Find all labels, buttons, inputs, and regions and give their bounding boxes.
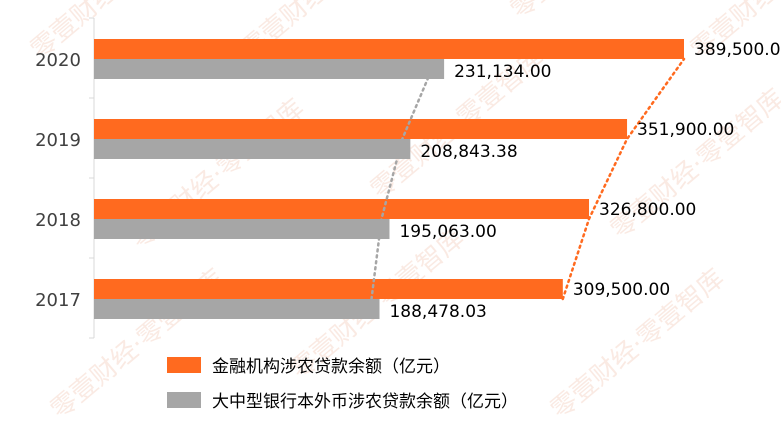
data-label-gray-2018: 195,063.00 — [399, 222, 496, 242]
trend-line-orange — [561, 57, 686, 301]
category-label: 2017 — [35, 290, 81, 311]
category-label: 2019 — [35, 130, 81, 151]
data-label-orange-2017: 309,500.00 — [573, 280, 670, 300]
category-label: 2020 — [35, 50, 81, 71]
bar-gray-2020 — [94, 59, 445, 79]
category-label: 2018 — [35, 210, 81, 231]
legend-label: 大中型银行本外币涉农贷款余额（亿元） — [212, 392, 518, 412]
bar-orange-2020 — [94, 39, 684, 59]
labels-layer: 2020 389,500.00 231,134.00 2019 351,900.00 20… — [35, 40, 781, 322]
legend-swatch — [167, 392, 201, 408]
data-label-gray-2017: 188,478.03 — [389, 302, 486, 322]
watermark-text: 零壹财经·零壹智库 — [505, 0, 690, 25]
bar-orange-2019 — [94, 119, 628, 139]
data-label-orange-2020: 389,500.00 — [694, 40, 781, 60]
trend-lines-layer — [370, 57, 686, 301]
bar-gray-2019 — [94, 139, 411, 159]
bar-gray-2018 — [94, 219, 390, 239]
legend-label: 金融机构涉农贷款余额（亿元） — [212, 357, 450, 377]
watermark-text: 零壹财经·零壹智库 — [605, 83, 781, 245]
data-label-orange-2019: 351,900.00 — [637, 120, 734, 140]
data-label-orange-2018: 326,800.00 — [599, 200, 696, 220]
y-axis-ticks — [89, 17, 94, 339]
data-label-gray-2019: 208,843.38 — [420, 142, 517, 162]
legend-swatch — [167, 357, 201, 373]
data-label-gray-2020: 231,134.00 — [454, 62, 551, 82]
bar-gray-2017 — [94, 299, 380, 319]
bars-layer — [94, 39, 684, 319]
bar-orange-2017 — [94, 279, 563, 299]
bar-orange-2018 — [94, 199, 590, 219]
trend-line-gray — [370, 57, 438, 301]
legend: 金融机构涉农贷款余额（亿元） 大中型银行本外币涉农贷款余额（亿元） — [167, 357, 518, 412]
